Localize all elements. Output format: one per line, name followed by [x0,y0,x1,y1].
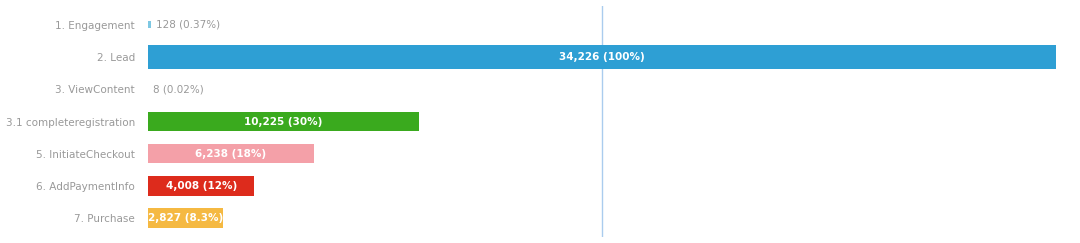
Text: 34,226 (100%): 34,226 (100%) [559,52,645,62]
Text: 128 (0.37%): 128 (0.37%) [156,20,220,30]
Bar [148,144,313,163]
Text: 6,238 (18%): 6,238 (18%) [195,149,267,159]
Bar [148,21,151,28]
Text: 2,827 (8.3%): 2,827 (8.3%) [148,213,224,223]
Bar [148,208,224,228]
Text: 10,225 (30%): 10,225 (30%) [244,116,323,127]
Bar [148,45,1056,69]
Text: 4,008 (12%): 4,008 (12%) [165,181,237,191]
Bar [148,176,255,196]
Bar [148,112,419,131]
Text: 8 (0.02%): 8 (0.02%) [152,84,203,94]
